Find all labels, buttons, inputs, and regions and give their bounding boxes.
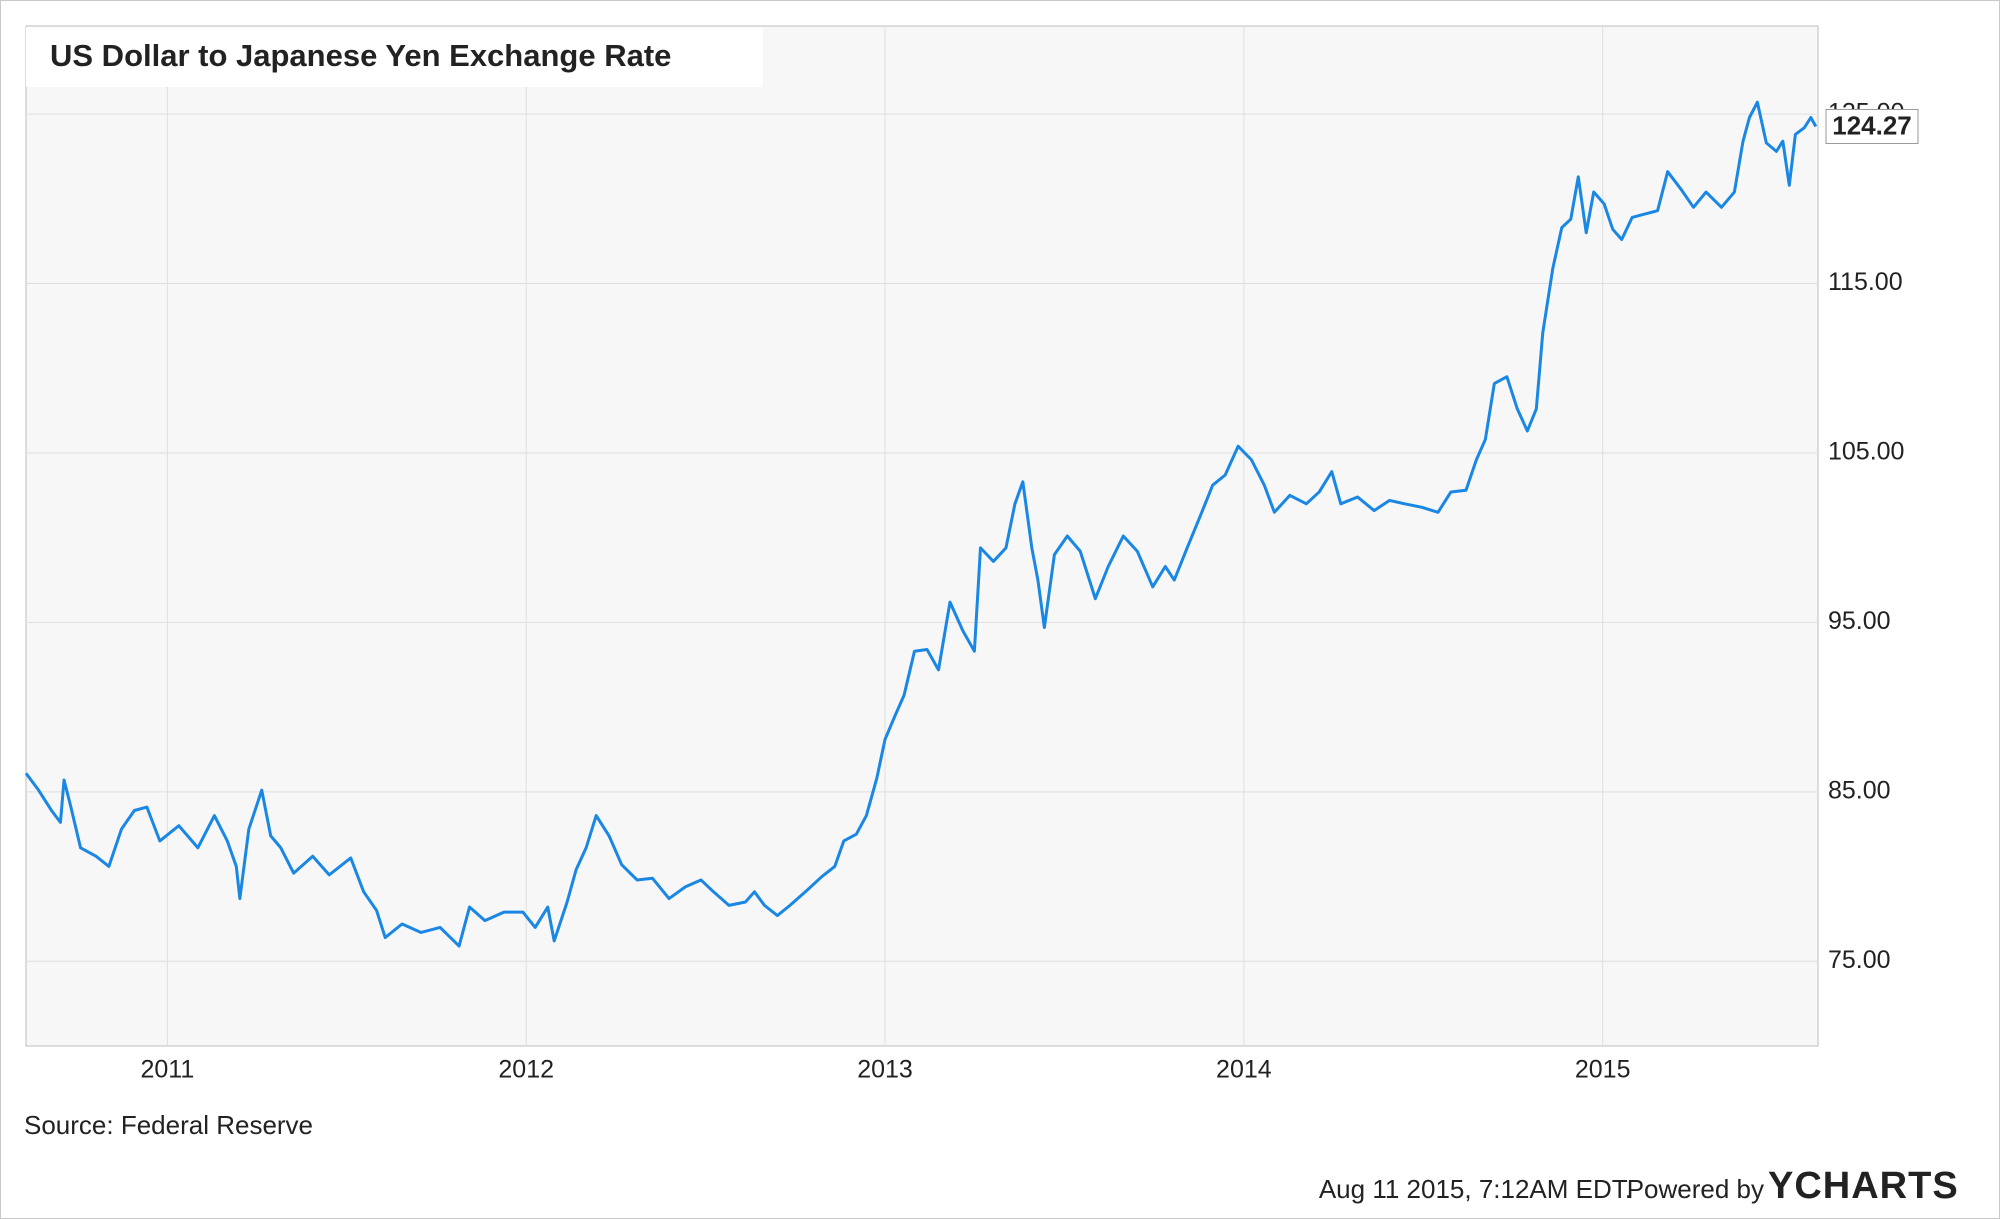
lines [24,100,1818,948]
logo: YCHARTS [1768,1165,1959,1207]
powered-by: Powered by [1627,1174,1764,1204]
title-box [26,27,763,87]
ticks: 75.0085.0095.00105.00115.00125.002011201… [140,99,1904,1084]
x-tick-label: 2014 [1216,1056,1272,1084]
y-tick-label: 95.00 [1828,607,1891,635]
plot-area [25,25,1819,1047]
x-tick-label: 2012 [498,1056,554,1084]
y-tick-label: 75.00 [1828,946,1891,974]
y-tick-label: 105.00 [1828,438,1904,466]
x-tick-label: 2013 [857,1056,913,1084]
x-tick-label: 2015 [1575,1056,1631,1084]
timestamp: Aug 11 2015, 7:12AM EDT. [1319,1174,1632,1204]
last-value-box [1825,108,1919,144]
grid [26,26,1818,1046]
source: Source: Federal Reserve [24,1110,313,1140]
last-value-label: 124.27 [1832,110,1912,140]
x-tick-label: 2011 [140,1056,194,1084]
overlay: 124.27 [1825,108,1919,144]
y-tick-label: 85.00 [1828,776,1891,804]
y-tick-label: 115.00 [1828,268,1903,296]
line-series [24,100,1818,948]
chart-title: US Dollar to Japanese Yen Exchange Rate [50,38,671,73]
